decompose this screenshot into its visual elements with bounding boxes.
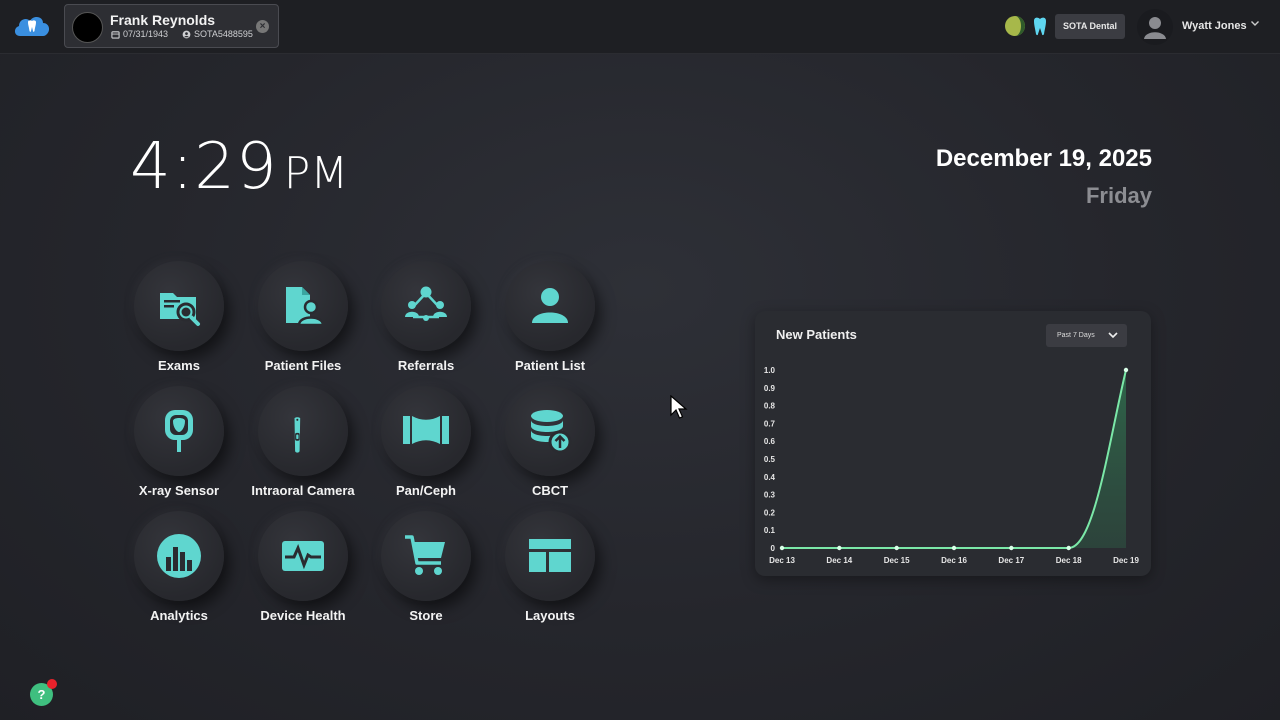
xray-sensor-icon: [165, 410, 193, 452]
cart-icon: [405, 535, 445, 575]
data-point[interactable]: [837, 545, 842, 551]
patient-meta: 07/31/1943 SOTA5488595: [111, 29, 253, 39]
x-tick-label: Dec 19: [1113, 556, 1139, 565]
notification-dot: [47, 679, 57, 689]
tooth-icon[interactable]: [1032, 16, 1048, 36]
tile-xray-sensor[interactable]: X-ray Sensor: [117, 386, 241, 506]
panoramic-icon: [403, 416, 449, 444]
tile-label: Patient List: [514, 358, 586, 373]
user-avatar: [1137, 9, 1173, 45]
x-tick-label: Dec 18: [1056, 556, 1082, 565]
y-tick-label: 0: [771, 544, 776, 553]
y-tick-label: 0.8: [764, 402, 776, 411]
y-tick-label: 0.1: [764, 526, 776, 535]
x-tick-label: Dec 14: [826, 556, 852, 565]
device-health-icon: [282, 541, 324, 571]
top-bar: Frank Reynolds 07/31/1943 SOTA5488595 × …: [0, 0, 1280, 54]
tile-label: Intraoral Camera: [251, 483, 355, 498]
chevron-down-icon[interactable]: [1250, 18, 1260, 31]
data-point[interactable]: [894, 545, 899, 551]
user-silhouette-icon: [1144, 17, 1166, 39]
mouse-cursor-icon: [670, 395, 688, 419]
y-tick-label: 1.0: [764, 366, 776, 375]
person-icon: [532, 288, 568, 323]
patient-file-icon: [286, 287, 325, 327]
x-tick-label: Dec 15: [884, 556, 910, 565]
y-tick-label: 0.6: [764, 437, 776, 446]
status-icons: [1004, 15, 1048, 37]
tile-label: X-ray Sensor: [138, 483, 220, 498]
intraoral-camera-icon: [294, 417, 301, 453]
date-weekday: Friday: [1085, 183, 1152, 208]
bar-chart-icon: [157, 534, 201, 578]
calendar-icon: [111, 30, 120, 39]
database-upload-icon: [531, 410, 572, 454]
user-name: Wyatt Jones: [1182, 20, 1247, 32]
tile-label: Referrals: [397, 358, 455, 373]
patient-id: SOTA5488595: [194, 29, 253, 39]
series-area: [782, 370, 1126, 548]
tile-label: Exams: [158, 358, 200, 373]
tile-pan-ceph[interactable]: Pan/Ceph: [364, 386, 488, 506]
clock-ampm: PM: [283, 148, 349, 199]
date-display: December 19, 2025 Friday: [936, 145, 1152, 209]
y-tick-label: 0.5: [764, 455, 776, 464]
id-icon: [182, 30, 191, 38]
y-tick-label: 0.3: [764, 491, 776, 500]
tile-label: CBCT: [531, 483, 569, 498]
chevron-down-icon: [1108, 324, 1118, 356]
tile-referrals[interactable]: Referrals: [364, 261, 488, 381]
new-patients-card: New Patients Past 7 Days 0 0.1 0.2 0.3 0.4 0.…: [755, 311, 1151, 576]
clock-time: 4:29: [130, 130, 278, 204]
patient-avatar: [72, 12, 103, 43]
patient-dob: 07/31/1943: [123, 29, 169, 39]
tile-label: Device Health: [260, 608, 346, 623]
help-button[interactable]: ?: [30, 683, 53, 706]
tile-intraoral-camera[interactable]: Intraoral Camera: [241, 386, 365, 506]
new-patients-chart: 0 0.1 0.2 0.3 0.4 0.5 0.6 0.7 0.8 0.9 1.0 Dec 13 Dec…: [764, 366, 1140, 565]
data-point[interactable]: [779, 545, 785, 551]
tile-label: Pan/Ceph: [396, 483, 456, 498]
folder-search-icon: [160, 293, 200, 326]
patient-name: Frank Reynolds: [110, 12, 216, 28]
y-tick-label: 0.7: [764, 419, 776, 428]
user-menu[interactable]: Wyatt Jones: [1136, 8, 1268, 46]
tile-label: Layouts: [525, 608, 575, 623]
data-point[interactable]: [1066, 545, 1071, 551]
series-line: [782, 369, 1127, 549]
cloud-tooth-logo-icon[interactable]: [12, 12, 52, 42]
org-badge[interactable]: SOTA Dental: [1055, 14, 1126, 39]
referrals-network-icon: [405, 286, 447, 321]
tile-patient-list[interactable]: Patient List: [488, 261, 612, 381]
tile-label: Patient Files: [264, 358, 342, 373]
data-point[interactable]: [1123, 367, 1129, 373]
tile-patient-files[interactable]: Patient Files: [241, 261, 365, 381]
tile-device-health[interactable]: Device Health: [241, 511, 365, 631]
y-tick-label: 0.4: [764, 473, 776, 482]
tile-label: Analytics: [150, 608, 208, 623]
layout-icon: [529, 539, 571, 572]
x-tick-label: Dec 13: [769, 556, 795, 565]
data-point[interactable]: [951, 545, 957, 551]
x-tick-label: Dec 16: [941, 556, 967, 565]
range-select-value: Past 7 Days: [1057, 332, 1095, 339]
range-select[interactable]: Past 7 Days: [1046, 324, 1127, 347]
active-patient-card[interactable]: Frank Reynolds 07/31/1943 SOTA5488595 ×: [64, 4, 279, 48]
y-tick-label: 0.9: [764, 384, 776, 393]
chart-title: New Patients: [776, 327, 857, 342]
data-point[interactable]: [1009, 545, 1014, 551]
tile-layouts[interactable]: Layouts: [488, 511, 612, 631]
tile-cbct[interactable]: CBCT: [488, 386, 612, 506]
tile-analytics[interactable]: Analytics: [117, 511, 241, 631]
y-tick-label: 0.2: [764, 508, 776, 517]
tile-exams[interactable]: Exams: [117, 261, 241, 381]
clock: 4:29 PM: [130, 130, 348, 204]
tile-label: Store: [409, 608, 443, 623]
status-orb-icon[interactable]: [1004, 15, 1026, 37]
tile-store[interactable]: Store: [364, 511, 488, 631]
x-tick-label: Dec 17: [998, 556, 1024, 565]
close-patient-icon[interactable]: ×: [256, 20, 269, 33]
date-full: December 19, 2025: [935, 145, 1152, 172]
